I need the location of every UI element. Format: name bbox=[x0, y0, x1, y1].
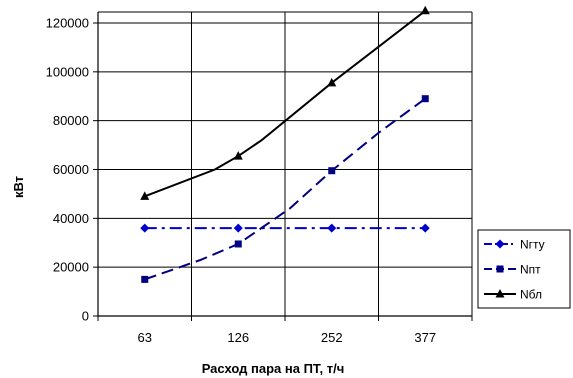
legend-marker bbox=[495, 289, 505, 298]
y-axis-ticks: 0 20000 40000 60000 80000 100000 120000 bbox=[46, 16, 98, 324]
legend-marker bbox=[496, 265, 504, 273]
chart-grid bbox=[98, 12, 472, 316]
x-tick-label: 63 bbox=[138, 330, 152, 345]
legend: Nгту Nпт Nбл bbox=[477, 229, 571, 309]
legend-entry: Nгту bbox=[484, 238, 545, 252]
data-point bbox=[420, 223, 430, 233]
data-point bbox=[140, 191, 150, 200]
x-tick-label: 377 bbox=[414, 330, 436, 345]
data-point bbox=[420, 5, 430, 15]
x-tick-label: 252 bbox=[321, 330, 343, 345]
legend-entry: Nбл bbox=[484, 288, 542, 302]
series-line bbox=[144, 97, 426, 281]
data-point bbox=[328, 167, 336, 175]
legend-label: Nбл bbox=[520, 288, 542, 302]
x-axis-ticks: 63 126 252 377 bbox=[97, 316, 473, 345]
data-point bbox=[141, 275, 149, 283]
y-tick-label: 100000 bbox=[46, 64, 89, 79]
data-point bbox=[327, 223, 337, 233]
series-line bbox=[144, 9, 426, 198]
y-tick-label: 40000 bbox=[53, 211, 89, 226]
data-point bbox=[233, 151, 243, 160]
legend-marker bbox=[495, 239, 505, 249]
series-2 bbox=[141, 95, 429, 283]
data-point bbox=[421, 95, 429, 103]
series-1 bbox=[140, 223, 430, 233]
data-point bbox=[233, 223, 243, 233]
y-tick-label: 80000 bbox=[53, 113, 89, 128]
series-layer bbox=[140, 5, 430, 283]
y-axis-title: кВт bbox=[11, 176, 26, 198]
y-tick-label: 20000 bbox=[53, 260, 89, 275]
data-point bbox=[234, 240, 242, 248]
y-tick-label: 0 bbox=[82, 309, 89, 324]
x-tick-label: 126 bbox=[227, 330, 249, 345]
x-axis-title: Расход пара на ПТ, т/ч bbox=[202, 361, 345, 376]
legend-entry: Nпт bbox=[484, 263, 541, 277]
y-tick-label: 120000 bbox=[46, 16, 89, 31]
legend-label: Nпт bbox=[520, 263, 541, 277]
series-3 bbox=[140, 5, 430, 200]
data-point bbox=[327, 77, 337, 87]
y-tick-label: 60000 bbox=[53, 162, 89, 177]
data-point bbox=[140, 223, 150, 233]
legend-label: Nгту bbox=[520, 238, 545, 252]
